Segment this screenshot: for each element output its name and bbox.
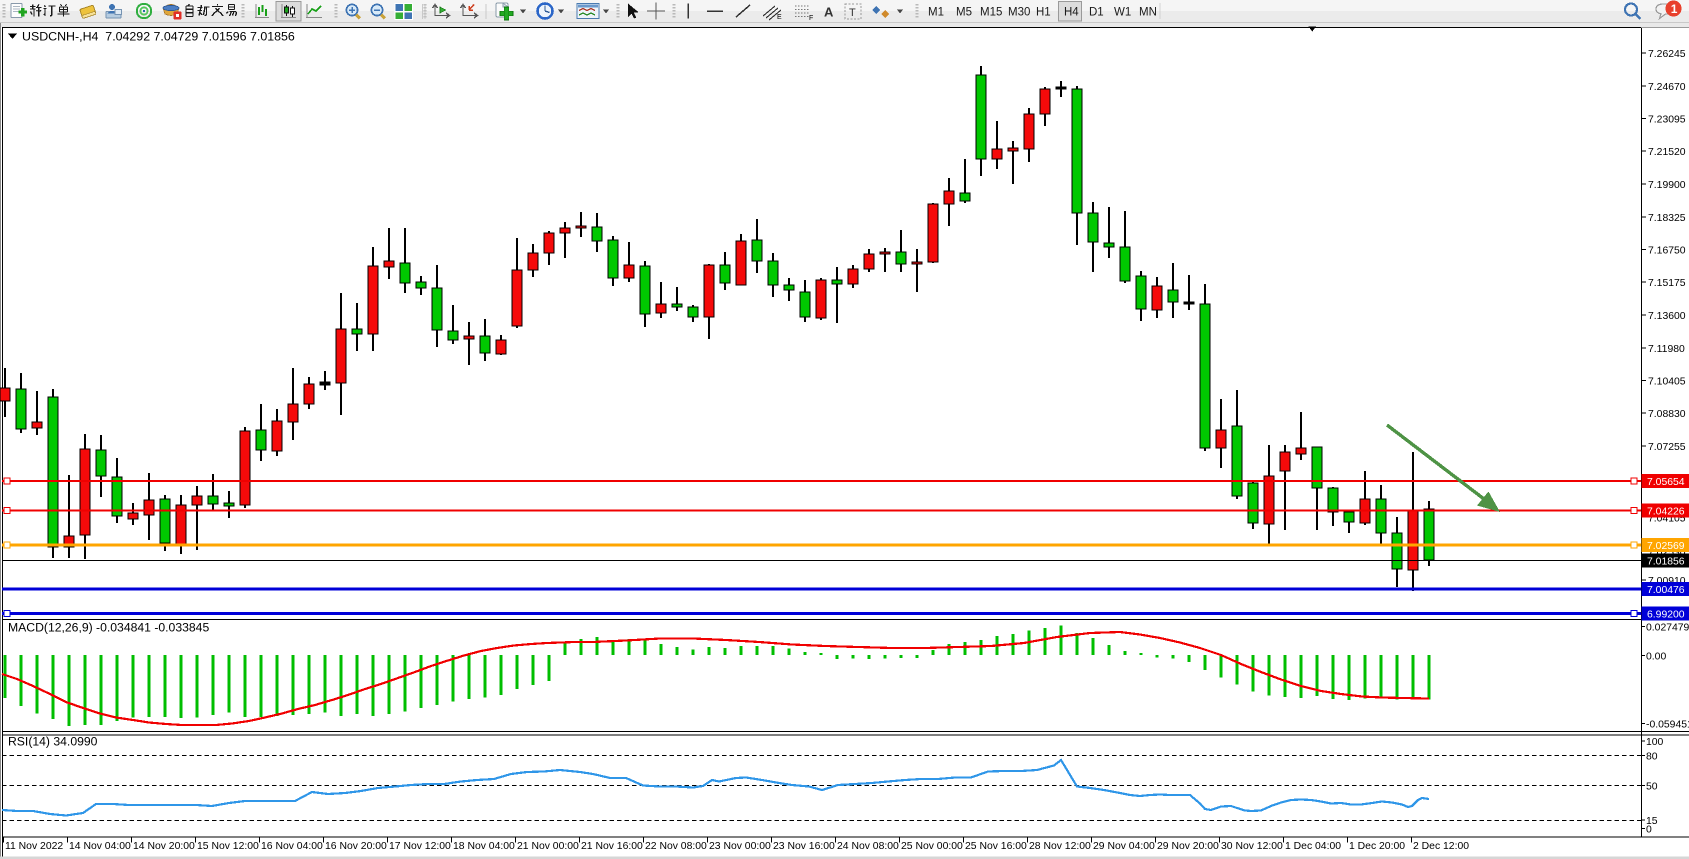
svg-text:T: T <box>849 7 856 19</box>
svg-text:7.02569: 7.02569 <box>1647 541 1685 552</box>
svg-text:7.19900: 7.19900 <box>1648 180 1686 191</box>
svg-text:15 Nov 12:00: 15 Nov 12:00 <box>197 841 259 852</box>
svg-text:17 Nov 12:00: 17 Nov 12:00 <box>389 841 451 852</box>
svg-text:25 Nov 16:00: 25 Nov 16:00 <box>965 841 1027 852</box>
svg-text:7.04226: 7.04226 <box>1647 507 1685 518</box>
svg-text:16 Nov 20:00: 16 Nov 20:00 <box>325 841 387 852</box>
svg-text:7.18325: 7.18325 <box>1648 213 1686 224</box>
svg-text:7.07255: 7.07255 <box>1648 442 1686 453</box>
svg-text:14 Nov 04:00: 14 Nov 04:00 <box>69 841 131 852</box>
svg-text:7.01856: 7.01856 <box>1647 557 1685 568</box>
svg-text:14 Nov 20:00: 14 Nov 20:00 <box>133 841 195 852</box>
svg-text:21 Nov 16:00: 21 Nov 16:00 <box>581 841 643 852</box>
svg-text:MACD(12,26,9) -0.034841 -0.033: MACD(12,26,9) -0.034841 -0.033845 <box>8 621 209 635</box>
svg-text:15: 15 <box>1646 816 1658 827</box>
svg-text:30 Nov 12:00: 30 Nov 12:00 <box>1221 841 1283 852</box>
svg-text:6.99200: 6.99200 <box>1647 610 1685 621</box>
svg-text:28 Nov 12:00: 28 Nov 12:00 <box>1029 841 1091 852</box>
svg-text:23 Nov 16:00: 23 Nov 16:00 <box>773 841 835 852</box>
svg-text:1 Dec 20:00: 1 Dec 20:00 <box>1349 841 1405 852</box>
svg-text:1: 1 <box>1671 2 1678 16</box>
svg-text:0: 0 <box>1646 825 1652 836</box>
svg-text:E: E <box>777 14 782 21</box>
svg-text:23 Nov 00:00: 23 Nov 00:00 <box>709 841 771 852</box>
svg-text:H1: H1 <box>1036 7 1051 19</box>
svg-text:22 Nov 08:00: 22 Nov 08:00 <box>645 841 707 852</box>
svg-text:7.16750: 7.16750 <box>1648 246 1686 257</box>
svg-text:M5: M5 <box>956 7 972 19</box>
svg-text:MN: MN <box>1139 7 1157 19</box>
svg-text:USDCNH-,H4 7.04292 7.04729 7.: USDCNH-,H4 7.04292 7.04729 7.01596 7.018… <box>22 30 295 44</box>
svg-text:7.02530: 7.02530 <box>1648 548 1686 559</box>
svg-text:24 Nov 08:00: 24 Nov 08:00 <box>837 841 899 852</box>
svg-text:M1: M1 <box>928 7 944 19</box>
svg-text:0.00: 0.00 <box>1646 651 1666 662</box>
svg-text:16 Nov 04:00: 16 Nov 04:00 <box>261 841 323 852</box>
svg-text:7.10405: 7.10405 <box>1648 377 1686 388</box>
svg-text:11 Nov 2022: 11 Nov 2022 <box>5 841 63 852</box>
svg-text:7.26245: 7.26245 <box>1648 49 1686 60</box>
svg-text:0.027479: 0.027479 <box>1646 623 1689 634</box>
svg-text:W1: W1 <box>1114 7 1131 19</box>
svg-text:M15: M15 <box>980 7 1002 19</box>
svg-text:80: 80 <box>1646 752 1658 763</box>
svg-text:21 Nov 00:00: 21 Nov 00:00 <box>517 841 579 852</box>
svg-text:7.05654: 7.05654 <box>1647 477 1685 488</box>
svg-text:100: 100 <box>1646 737 1664 748</box>
svg-text:7.21520: 7.21520 <box>1648 147 1686 158</box>
svg-text:7.04105: 7.04105 <box>1648 514 1686 525</box>
svg-text:7.23095: 7.23095 <box>1648 115 1686 126</box>
svg-text:-0.059451: -0.059451 <box>1646 720 1689 731</box>
svg-text:7.24670: 7.24670 <box>1648 82 1686 93</box>
svg-text:7.11980: 7.11980 <box>1648 344 1685 355</box>
svg-text:M30: M30 <box>1008 7 1030 19</box>
svg-text:7.15175: 7.15175 <box>1648 278 1686 289</box>
svg-text:7.00910: 7.00910 <box>1648 576 1686 587</box>
svg-text:7.08830: 7.08830 <box>1648 409 1686 420</box>
svg-text:H4: H4 <box>1064 7 1079 19</box>
svg-text:RSI(14) 34.0990: RSI(14) 34.0990 <box>8 735 98 749</box>
svg-text:D1: D1 <box>1089 7 1104 19</box>
svg-text:25 Nov 00:00: 25 Nov 00:00 <box>901 841 963 852</box>
svg-text:29 Nov 20:00: 29 Nov 20:00 <box>1157 841 1219 852</box>
svg-text:2 Dec 12:00: 2 Dec 12:00 <box>1413 841 1469 852</box>
svg-text:1 Dec 04:00: 1 Dec 04:00 <box>1285 841 1341 852</box>
svg-text:7.13600: 7.13600 <box>1648 311 1686 322</box>
svg-text:18 Nov 04:00: 18 Nov 04:00 <box>453 841 515 852</box>
svg-text:29 Nov 04:00: 29 Nov 04:00 <box>1093 841 1155 852</box>
svg-text:A: A <box>824 5 834 20</box>
svg-text:F: F <box>809 15 813 22</box>
svg-text:7.00476: 7.00476 <box>1647 585 1685 596</box>
svg-text:50: 50 <box>1646 781 1658 792</box>
